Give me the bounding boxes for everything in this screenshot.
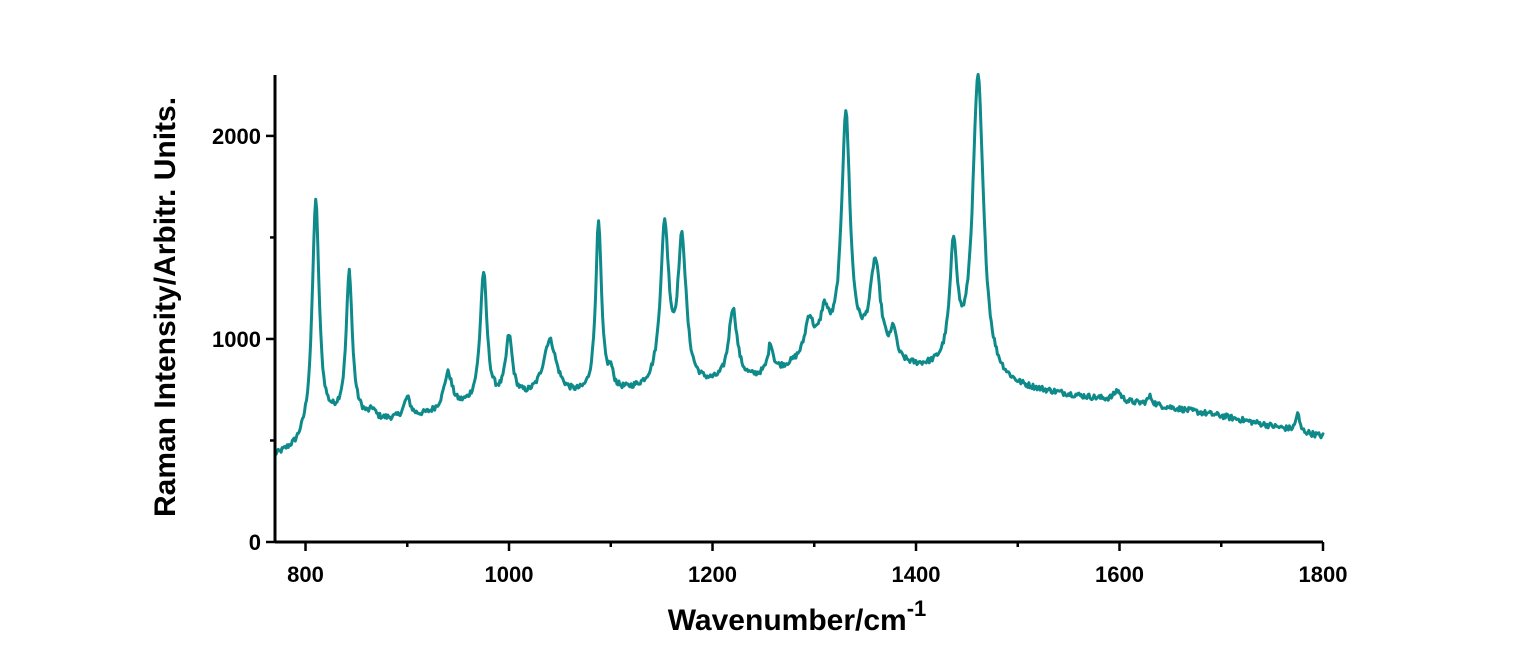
plot-area (273, 72, 1325, 456)
x-axis-title-superscript: -1 (907, 596, 927, 621)
x-axis-title-text: Wavenumber/cm (668, 604, 907, 637)
y-tick-label: 1000 (212, 327, 261, 352)
y-tick-label: 0 (249, 530, 261, 555)
x-tick-label: 800 (287, 562, 324, 587)
x-axis-title: Wavenumber/cm-1 (668, 596, 927, 637)
x-tick-label: 1000 (485, 562, 534, 587)
spectrum-line (273, 72, 1325, 456)
x-tick-label: 1800 (1299, 562, 1348, 587)
y-axis-title: Raman Intensity/Arbitr. Units. (149, 97, 182, 517)
tick-labels: 800 1000 1200 1400 1600 1800 0 1000 2000 (212, 124, 1347, 587)
y-tick-label: 2000 (212, 124, 261, 149)
x-tick-label: 1400 (892, 562, 941, 587)
x-tick-label: 1200 (688, 562, 737, 587)
x-tick-label: 1600 (1095, 562, 1144, 587)
axes (266, 75, 1325, 551)
